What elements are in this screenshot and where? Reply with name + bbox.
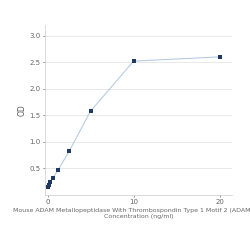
Point bbox=[47, 182, 51, 186]
Point bbox=[88, 109, 92, 113]
Point bbox=[46, 185, 50, 189]
Point bbox=[132, 59, 136, 63]
Point bbox=[51, 176, 55, 180]
Point bbox=[56, 168, 60, 172]
Point bbox=[218, 55, 222, 59]
Y-axis label: OD: OD bbox=[18, 104, 27, 116]
X-axis label: Mouse ADAM Metallopeptidase With Thrombospondin Type 1 Motif 2 (ADAMTS2)
Concent: Mouse ADAM Metallopeptidase With Thrombo… bbox=[13, 208, 250, 219]
Point bbox=[48, 180, 52, 184]
Point bbox=[67, 150, 71, 154]
